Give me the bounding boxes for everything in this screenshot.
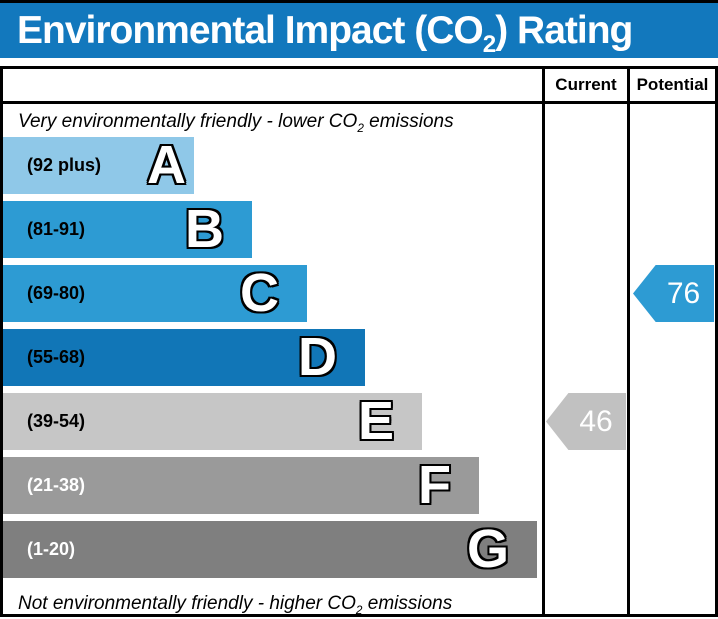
page-title: Environmental Impact (CO2) Rating <box>17 8 633 56</box>
title-bar: Environmental Impact (CO2) Rating <box>0 0 718 58</box>
band-d-range-label: (55-68) <box>27 347 86 367</box>
bottom-note: Not environmentally friendly - higher CO… <box>3 585 542 617</box>
band-e: (39-54) E <box>3 393 422 450</box>
bottom-note-text: Not environmentally friendly - higher CO <box>18 593 356 614</box>
band-g-letter: G <box>466 518 509 579</box>
band-c-letter: C <box>240 262 279 323</box>
band-g: (1-20) G <box>3 521 537 578</box>
bands-column: Very environmentally friendly - lower CO… <box>3 104 542 617</box>
band-e-letter: E <box>357 390 394 451</box>
current-column-header: Current <box>542 69 627 104</box>
bottom-note-subscript: 2 <box>355 603 363 617</box>
page-title-text: Environmental Impact (CO <box>17 8 484 52</box>
bottom-note-text-end: emissions <box>362 593 453 614</box>
band-d: (55-68) D <box>3 329 365 386</box>
band-f-letter: F <box>418 454 451 515</box>
band-d-letter: D <box>298 326 337 387</box>
top-note-text-end: emissions <box>363 111 454 132</box>
potential-rating-value: 76 <box>666 276 701 310</box>
top-note: Very environmentally friendly - lower CO… <box>3 104 542 137</box>
band-e-range-label: (39-54) <box>27 411 86 431</box>
page-title-subscript: 2 <box>482 30 496 58</box>
potential-column: 76 <box>627 104 715 615</box>
band-a-letter: A <box>147 134 186 195</box>
current-column: 46 <box>542 104 627 615</box>
band-g-range-label: (1-20) <box>27 539 76 559</box>
current-rating-value: 46 <box>579 404 613 438</box>
band-b-letter: B <box>185 198 224 259</box>
potential-column-header: Potential <box>627 69 715 104</box>
epc-rating-chart: Current Potential Very environmentally f… <box>0 66 718 617</box>
band-f-range-label: (21-38) <box>27 475 86 495</box>
potential-rating-arrow: 76 <box>633 265 714 322</box>
band-c: (69-80) C <box>3 265 307 322</box>
band-c-range-label: (69-80) <box>27 283 86 303</box>
top-note-text: Very environmentally friendly - lower CO <box>18 111 358 132</box>
band-a: (92 plus) A <box>3 137 194 194</box>
header-spacer-cell <box>3 69 542 104</box>
top-note-subscript: 2 <box>357 121 364 135</box>
band-b-range-label: (81-91) <box>27 219 86 239</box>
page-title-text-end: ) Rating <box>495 8 633 52</box>
bands: (92 plus) A (81-91) B (69-80) C (55-68) D (39-54… <box>3 137 542 578</box>
band-b: (81-91) B <box>3 201 252 258</box>
current-rating-arrow: 46 <box>546 393 626 450</box>
band-f: (21-38) F <box>3 457 479 514</box>
band-a-range-label: (92 plus) <box>27 155 102 175</box>
